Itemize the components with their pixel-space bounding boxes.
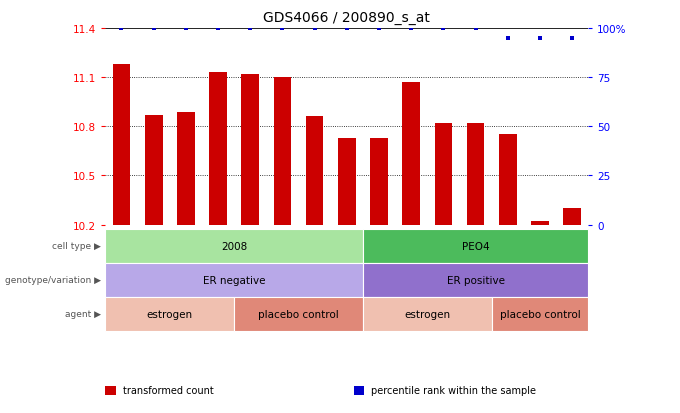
Bar: [403, 83, 420, 225]
Bar: [177, 112, 194, 225]
Text: placebo control: placebo control: [258, 309, 339, 319]
Text: estrogen: estrogen: [147, 309, 193, 319]
Title: GDS4066 / 200890_s_at: GDS4066 / 200890_s_at: [263, 11, 430, 25]
Bar: [113, 65, 131, 225]
Text: PEO4: PEO4: [462, 241, 490, 251]
Bar: [499, 135, 517, 225]
Text: transformed count: transformed count: [123, 385, 214, 395]
Bar: [466, 124, 484, 225]
Text: cell type ▶: cell type ▶: [52, 242, 101, 251]
Text: ER negative: ER negative: [203, 275, 265, 285]
Bar: [306, 117, 324, 225]
Bar: [209, 73, 227, 225]
Bar: [563, 209, 581, 225]
Bar: [370, 138, 388, 225]
Text: percentile rank within the sample: percentile rank within the sample: [371, 385, 537, 395]
Bar: [435, 124, 452, 225]
Text: ER positive: ER positive: [447, 275, 505, 285]
Text: agent ▶: agent ▶: [65, 309, 101, 318]
Text: estrogen: estrogen: [404, 309, 450, 319]
Text: 2008: 2008: [221, 241, 248, 251]
Text: genotype/variation ▶: genotype/variation ▶: [5, 275, 101, 285]
Bar: [273, 78, 291, 225]
Text: placebo control: placebo control: [500, 309, 580, 319]
Bar: [241, 75, 259, 225]
Bar: [145, 116, 163, 225]
Bar: [338, 138, 356, 225]
Bar: [531, 222, 549, 225]
